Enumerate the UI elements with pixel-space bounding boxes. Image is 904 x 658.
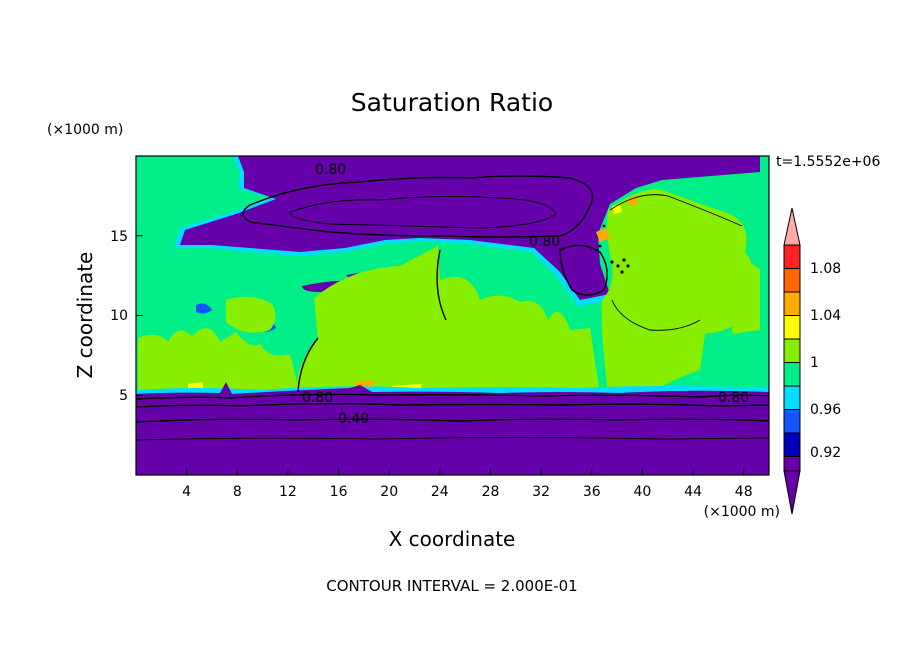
contour-line xyxy=(611,299,701,331)
x-tick-marks xyxy=(186,468,745,475)
y-tick-marks xyxy=(136,235,143,396)
contour-line xyxy=(289,195,557,229)
speckle-dot xyxy=(602,224,606,228)
x-axis-label: X coordinate xyxy=(389,527,516,551)
colorbar xyxy=(783,207,801,515)
colorbar-label: 0.96 xyxy=(810,402,841,418)
contour-label: 0.80 xyxy=(718,390,749,406)
moist-region xyxy=(601,189,752,394)
x-tick-label: 36 xyxy=(583,484,601,500)
colorbar-label: 0.92 xyxy=(810,445,841,461)
colorbar-swatch xyxy=(783,338,801,363)
y-axis-label: Z coordinate xyxy=(73,252,97,379)
high-saturation-spot xyxy=(596,228,610,242)
colorbar-swatch xyxy=(783,362,801,387)
contour-field xyxy=(136,156,769,475)
lower-dry-region xyxy=(136,382,769,475)
colorbar-label: 1.04 xyxy=(810,308,841,324)
moist-region xyxy=(730,262,760,334)
speckle-dot xyxy=(610,260,614,264)
y-unit-label: (×1000 m) xyxy=(47,122,123,138)
colorbar-swatch xyxy=(783,456,801,472)
speckles xyxy=(598,224,630,274)
colorbar-max-arrow xyxy=(783,207,801,246)
colorbar-min-arrow xyxy=(783,470,801,515)
speckle-dot xyxy=(626,264,630,268)
high-saturation-spot xyxy=(628,196,638,206)
x-tick-label: 28 xyxy=(482,484,500,500)
colorbar-swatch xyxy=(783,432,801,457)
contour-lines xyxy=(136,175,769,441)
x-tick-label: 20 xyxy=(380,484,398,500)
contour-line xyxy=(136,437,769,441)
colorbar-swatch xyxy=(783,409,801,434)
y-tick-labels: 5 10 15 xyxy=(110,229,128,404)
colorbar-label: 1.08 xyxy=(810,261,841,277)
x-tick-label: 40 xyxy=(633,484,651,500)
speckle-dot xyxy=(598,244,602,248)
speckle-dot xyxy=(616,264,620,268)
x-tick-label: 8 xyxy=(233,484,242,500)
contour-line xyxy=(242,175,594,238)
colorbar-swatch xyxy=(783,291,801,316)
y-tick-label: 10 xyxy=(110,308,128,324)
speckle-dot xyxy=(622,258,626,262)
speckle-dot xyxy=(620,270,624,274)
contour-line xyxy=(436,249,447,321)
x-tick-label: 32 xyxy=(532,484,550,500)
colorbar-swatch xyxy=(783,315,801,340)
moist-region xyxy=(296,246,600,394)
colorbar-tick-labels: 1.08 1.04 1 0.96 0.92 xyxy=(810,261,841,461)
contour-line xyxy=(609,194,743,227)
x-unit-label: (×1000 m) xyxy=(704,504,780,520)
moist-region xyxy=(138,328,298,394)
y-tick-label: 15 xyxy=(110,229,128,245)
x-tick-label: 44 xyxy=(684,484,702,500)
time-label: t=1.5552e+06 xyxy=(776,154,880,170)
x-tick-label: 24 xyxy=(431,484,449,500)
x-tick-label: 4 xyxy=(182,484,191,500)
colorbar-swatch xyxy=(783,385,801,410)
contour-line xyxy=(136,393,769,400)
moist-region xyxy=(686,263,712,296)
high-saturation-spot xyxy=(612,204,622,214)
contour-label: 0.80 xyxy=(302,390,333,406)
contour-interval-note: CONTOUR INTERVAL = 2.000E-01 xyxy=(326,577,577,595)
x-tick-label: 12 xyxy=(279,484,297,500)
chart-title: Saturation Ratio xyxy=(351,88,553,117)
colorbar-swatch xyxy=(783,244,801,269)
contour-line xyxy=(559,244,608,296)
contour-label: 0.40 xyxy=(338,411,369,427)
contour-label: 0.80 xyxy=(315,162,346,178)
x-tick-labels: 4 8 12 16 20 24 28 32 36 40 44 48 xyxy=(182,484,752,500)
colorbar-label: 1 xyxy=(810,355,819,371)
colorbar-swatch xyxy=(783,268,801,293)
dry-patch xyxy=(196,303,212,314)
x-tick-label: 16 xyxy=(330,484,348,500)
contour-label: 0.80 xyxy=(529,234,560,250)
contour-value-labels: 0.80 0.80 0.80 0.40 0.80 xyxy=(302,162,749,427)
contour-line xyxy=(136,418,769,423)
high-saturation-spot xyxy=(188,382,204,390)
moist-region xyxy=(226,296,276,333)
contour-line xyxy=(297,337,319,393)
contour-line xyxy=(136,403,769,408)
y-tick-label: 5 xyxy=(119,388,128,404)
x-tick-label: 48 xyxy=(735,484,753,500)
